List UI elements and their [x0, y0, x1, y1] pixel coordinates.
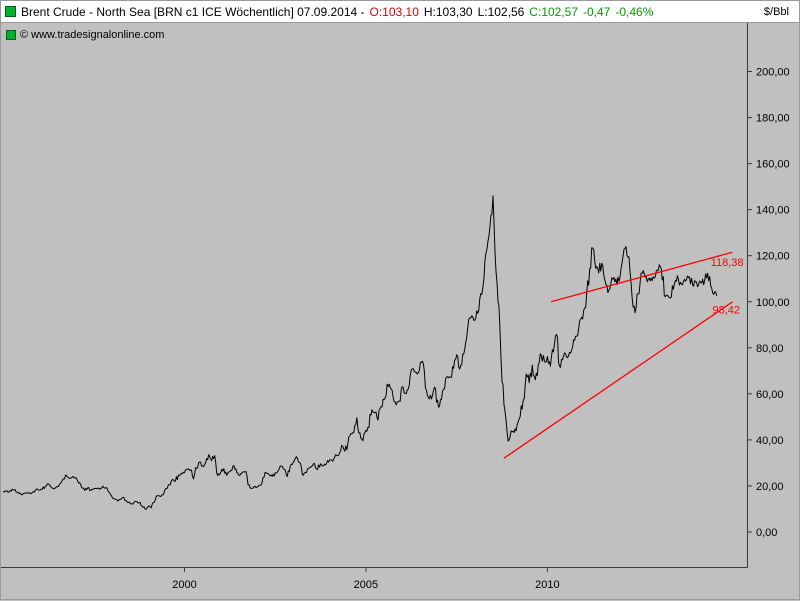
watermark-icon [6, 30, 16, 40]
x-tick-label: 2000 [172, 579, 196, 591]
trendline-lower-support[interactable] [503, 301, 733, 459]
y-tick-label: 60,00 [756, 389, 784, 401]
y-tick-label: 200,00 [756, 67, 790, 79]
watermark: © www.tradesignalonline.com [6, 29, 164, 41]
y-tick-label: 160,00 [756, 159, 790, 171]
y-tick-label: 0,00 [756, 527, 777, 539]
instrument-legend-icon [5, 6, 16, 17]
y-tick-label: 140,00 [756, 205, 790, 217]
change-abs: -0,47 [583, 4, 611, 19]
instrument-title: Brent Crude - North Sea [BRN c1 ICE Wöch… [21, 4, 365, 19]
close-value: C:102,57 [529, 4, 578, 19]
change-pct: -0,46% [615, 4, 654, 19]
x-tick-label: 2010 [535, 579, 559, 591]
trendline-value-label: 118,38 [711, 257, 744, 269]
open-value: O:103,10 [369, 4, 419, 19]
x-tick-label: 2005 [354, 579, 378, 591]
trendline-upper-resistance[interactable] [550, 251, 733, 303]
y-tick-label: 120,00 [756, 251, 790, 263]
low-value: L:102,56 [477, 4, 525, 19]
y-tick-label: 20,00 [756, 481, 784, 493]
y-axis-unit-label: $/Bbl [763, 5, 789, 18]
y-tick-label: 80,00 [756, 343, 784, 355]
watermark-text: © www.tradesignalonline.com [20, 29, 165, 41]
high-value: H:103,30 [423, 4, 473, 19]
y-tick-label: 100,00 [756, 297, 790, 309]
chart-header: Brent Crude - North Sea [BRN c1 ICE Wöch… [1, 1, 799, 23]
y-tick-label: 180,00 [756, 113, 790, 125]
price-line[interactable] [2, 195, 718, 510]
trendline-value-label: 98,42 [713, 304, 741, 316]
y-tick-label: 40,00 [756, 435, 784, 447]
